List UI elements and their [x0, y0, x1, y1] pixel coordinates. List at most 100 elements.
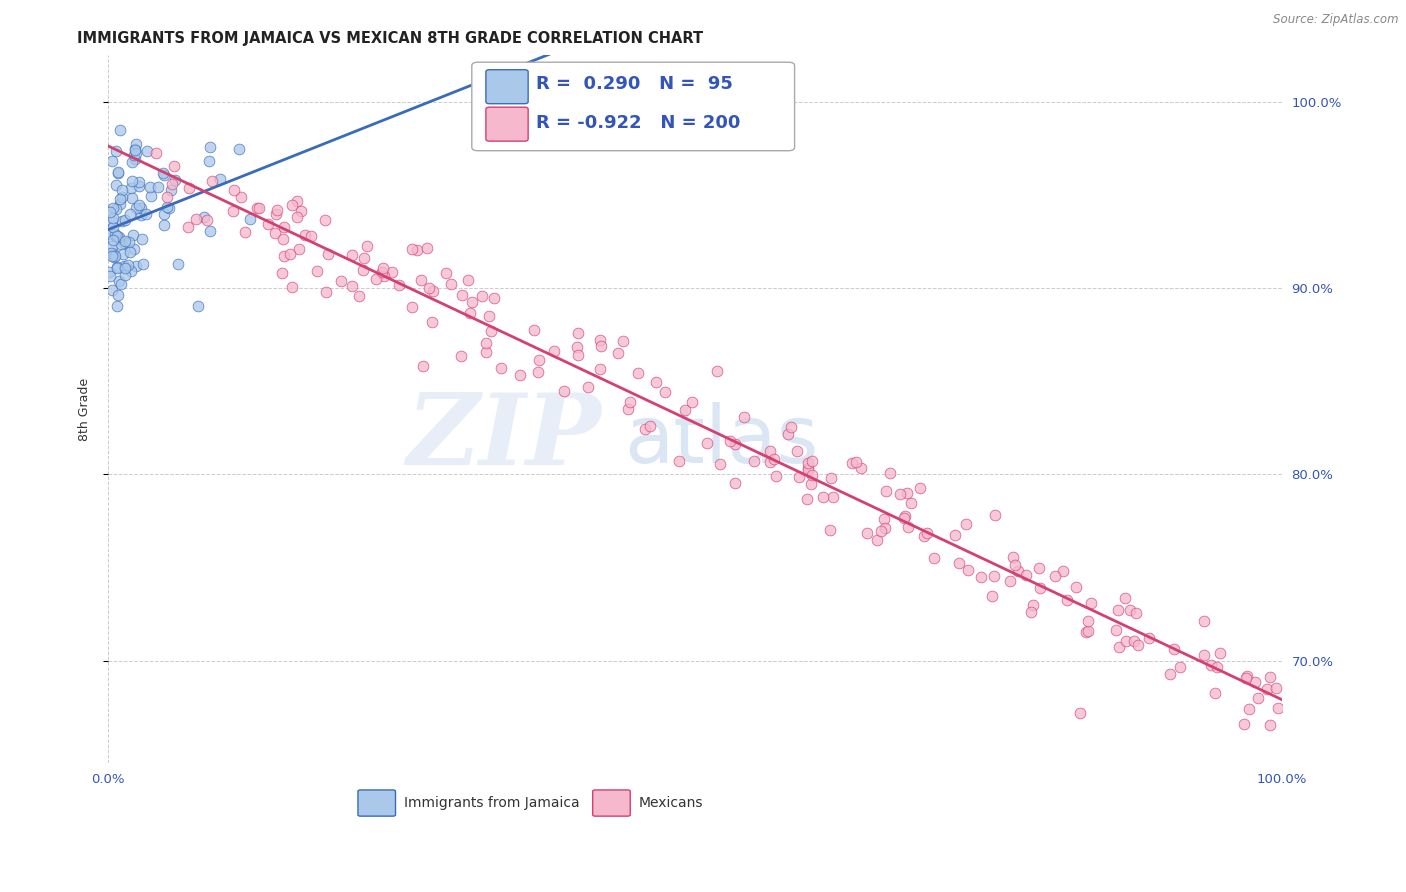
Point — [104, 227, 127, 241]
Point — [373, 268, 395, 283]
Point — [1192, 648, 1215, 663]
Point — [1168, 659, 1191, 673]
Point — [787, 470, 810, 484]
Point — [1114, 591, 1136, 605]
Point — [107, 288, 129, 302]
Point — [1256, 682, 1278, 697]
Point — [450, 288, 472, 302]
Point — [1247, 691, 1270, 706]
Point — [105, 228, 128, 243]
Point — [645, 375, 668, 389]
Point — [139, 179, 162, 194]
Point — [634, 422, 657, 436]
Point — [1163, 641, 1185, 656]
Point — [101, 214, 124, 228]
Point — [156, 190, 179, 204]
Point — [1105, 624, 1128, 638]
Text: atlas: atlas — [624, 402, 818, 480]
Point — [145, 145, 167, 160]
Point — [405, 244, 427, 258]
Point — [228, 142, 250, 156]
Point — [160, 177, 183, 191]
Point — [1237, 702, 1260, 716]
Point — [1209, 646, 1232, 660]
Point — [706, 364, 728, 378]
Point — [195, 213, 218, 227]
Point — [796, 456, 818, 470]
Point — [1019, 605, 1042, 619]
Point — [970, 569, 993, 583]
Point — [131, 232, 153, 246]
Point — [567, 348, 589, 362]
Point — [922, 551, 945, 566]
Point — [675, 402, 697, 417]
Point — [1199, 657, 1222, 672]
Point — [263, 226, 285, 240]
Point — [1028, 560, 1050, 574]
Point — [114, 260, 136, 275]
Point — [478, 309, 501, 323]
Point — [166, 256, 188, 270]
Point — [352, 262, 374, 277]
Point — [356, 239, 378, 253]
FancyBboxPatch shape — [486, 107, 529, 141]
Point — [152, 166, 174, 180]
Point — [981, 589, 1004, 603]
Point — [103, 233, 125, 247]
Point — [285, 194, 308, 208]
Point — [98, 265, 121, 279]
Point — [105, 178, 128, 192]
Point — [509, 368, 531, 383]
Point — [124, 152, 146, 166]
Point — [720, 434, 742, 448]
Point — [100, 249, 122, 263]
Point — [1233, 716, 1256, 731]
Point — [591, 339, 613, 353]
Point — [98, 269, 121, 284]
Point — [724, 476, 747, 491]
Point — [124, 146, 146, 161]
Point — [120, 181, 142, 195]
Point — [617, 401, 640, 416]
Point — [1077, 614, 1099, 628]
Text: Source: ZipAtlas.com: Source: ZipAtlas.com — [1274, 13, 1399, 27]
Point — [1074, 624, 1097, 639]
Point — [104, 144, 127, 158]
Point — [1015, 568, 1038, 582]
Point — [945, 528, 967, 542]
Point — [955, 517, 977, 532]
Point — [318, 247, 340, 261]
Point — [1022, 599, 1045, 613]
Point — [233, 225, 256, 239]
Point — [120, 264, 142, 278]
Point — [416, 241, 439, 255]
Point — [108, 274, 131, 288]
Point — [107, 165, 129, 179]
Point — [1000, 574, 1022, 588]
Point — [893, 508, 915, 523]
Point — [1007, 565, 1029, 579]
Point — [209, 172, 232, 186]
Point — [1080, 596, 1102, 610]
Point — [186, 211, 208, 226]
Point — [105, 229, 128, 244]
Point — [118, 235, 141, 249]
Point — [198, 140, 221, 154]
Point — [780, 420, 803, 434]
Point — [1069, 706, 1091, 720]
Point — [330, 274, 353, 288]
Point — [114, 234, 136, 248]
Point — [879, 466, 901, 480]
Point — [873, 512, 896, 526]
Point — [290, 203, 312, 218]
Point — [889, 487, 911, 501]
FancyBboxPatch shape — [593, 790, 630, 816]
Point — [380, 265, 402, 279]
Point — [101, 220, 124, 235]
Point — [101, 283, 124, 297]
Point — [247, 201, 270, 215]
Point — [758, 455, 780, 469]
Point — [315, 285, 337, 299]
Point — [281, 280, 304, 294]
Point — [800, 476, 823, 491]
